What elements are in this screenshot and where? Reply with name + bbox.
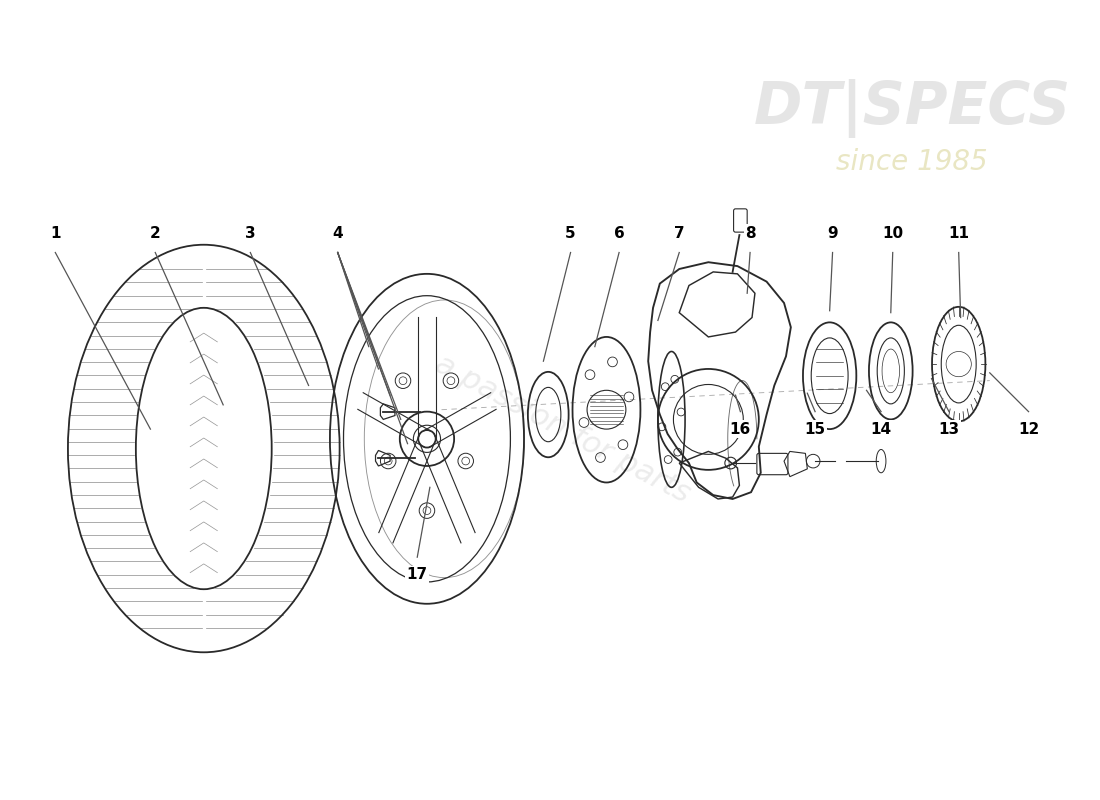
Text: 2: 2 <box>150 226 161 241</box>
Text: 12: 12 <box>1018 422 1040 437</box>
Text: since 1985: since 1985 <box>836 148 988 176</box>
Text: 16: 16 <box>729 422 751 437</box>
Text: a passion for parts: a passion for parts <box>430 350 695 509</box>
Text: 13: 13 <box>938 422 959 437</box>
Text: 7: 7 <box>674 226 684 241</box>
Text: 15: 15 <box>804 422 826 437</box>
Text: DT|SPECS: DT|SPECS <box>754 79 1070 138</box>
Text: 10: 10 <box>882 226 903 241</box>
Text: 17: 17 <box>407 567 428 582</box>
Text: 1: 1 <box>51 226 60 241</box>
Text: 14: 14 <box>870 422 892 437</box>
Text: 3: 3 <box>245 226 255 241</box>
Text: 11: 11 <box>948 226 969 241</box>
Text: 6: 6 <box>614 226 625 241</box>
Text: 9: 9 <box>827 226 838 241</box>
Text: 8: 8 <box>745 226 756 241</box>
Text: 5: 5 <box>565 226 576 241</box>
Text: 4: 4 <box>332 226 343 241</box>
